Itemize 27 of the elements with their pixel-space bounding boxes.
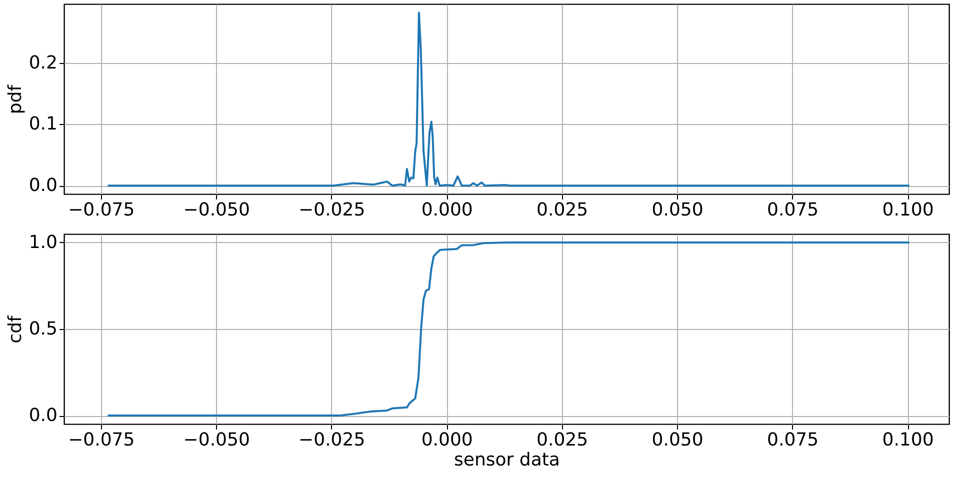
x-tick-label: 0.075 xyxy=(767,430,819,450)
x-tick-label: 0.000 xyxy=(421,430,473,450)
y-tick-label: 0.1 xyxy=(28,114,58,135)
y-tick-label: 0.0 xyxy=(28,175,58,196)
x-tick-label: −0.075 xyxy=(68,200,135,220)
x-tick-label: −0.025 xyxy=(298,430,366,450)
y-tick-label: 0.0 xyxy=(28,405,58,426)
x-tick-label: 0.050 xyxy=(652,200,704,220)
x-tick-label: 0.100 xyxy=(882,430,934,450)
x-tick-label: 0.075 xyxy=(767,200,819,220)
x-tick-label: −0.025 xyxy=(298,200,366,220)
y-tick-label: 0.2 xyxy=(28,52,58,74)
x-tick-label: −0.050 xyxy=(183,430,250,450)
line-series xyxy=(106,12,910,187)
y-tick-label: 1.0 xyxy=(28,232,58,253)
x-tick-label: 0.000 xyxy=(421,200,473,220)
y-tick-label: 0.5 xyxy=(28,318,58,340)
x-tick-label: −0.050 xyxy=(183,200,250,220)
x-tick-label: 0.025 xyxy=(536,430,588,450)
line-series xyxy=(106,241,910,417)
x-tick-label: 0.025 xyxy=(536,200,588,220)
y-axis-title: pdf xyxy=(4,84,26,114)
y-axis-title: cdf xyxy=(4,315,26,344)
x-tick-label: −0.075 xyxy=(68,430,135,450)
x-axis-title: sensor data xyxy=(454,450,560,470)
x-tick-label: 0.050 xyxy=(652,430,704,450)
x-tick-label: 0.100 xyxy=(882,200,934,220)
